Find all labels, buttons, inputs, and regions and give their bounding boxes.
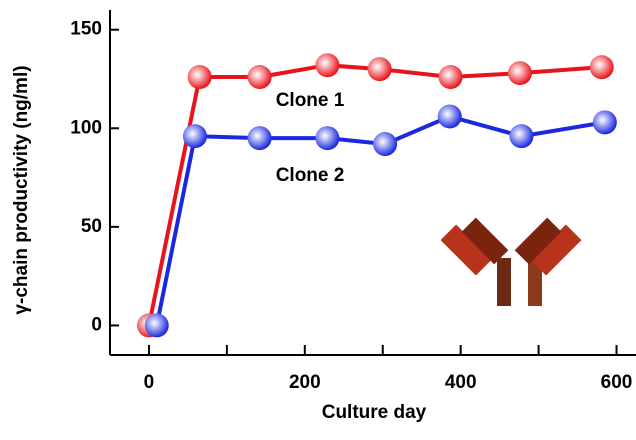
x-axis-label: Culture day [322,402,427,423]
point [183,124,207,148]
x-tick-label: 600 [601,372,633,393]
point [593,110,617,134]
point [248,65,272,89]
point [373,132,397,156]
point [508,61,532,85]
point [315,126,339,150]
chart: Culture day γ-chain productivity (ng/ml)… [0,0,636,435]
series-label: Clone 1 [276,90,345,111]
point [509,124,533,148]
point [248,126,272,150]
y-axis-label: γ-chain productivity (ng/ml) [11,65,32,314]
y-tick-label: 50 [81,216,102,237]
point [438,104,462,128]
point [590,55,614,79]
y-tick-label: 150 [70,19,102,40]
y-tick-label: 100 [70,117,102,138]
x-tick-label: 0 [144,372,155,393]
series-label: Clone 2 [276,165,345,186]
y-tick-label: 0 [91,314,102,335]
point [368,57,392,81]
icon-part [497,258,511,306]
point [145,313,169,337]
antibody-icon [441,218,582,306]
x-tick-label: 200 [289,372,321,393]
point [439,65,463,89]
point [188,65,212,89]
x-tick-label: 400 [445,372,477,393]
point [315,53,339,77]
